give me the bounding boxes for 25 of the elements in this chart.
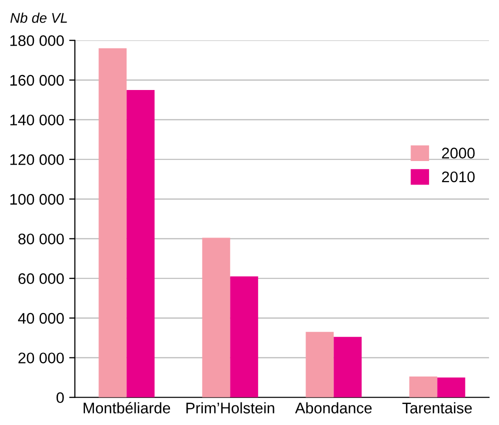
bar: [230, 276, 258, 398]
y-tick-label: 160 000: [10, 74, 64, 86]
y-tick-label: 80 000: [18, 234, 64, 244]
y-tick-label: 180 000: [10, 35, 64, 46]
x-tick-label: Tarentaise: [402, 402, 472, 414]
y-tick-label: 100 000: [10, 194, 64, 205]
x-tick-label: Montbéliarde: [84, 402, 170, 414]
bar: [334, 336, 362, 398]
legend-label: 2010: [442, 171, 475, 182]
x-tick-label: Prim’Holstein: [186, 402, 274, 414]
bar: [98, 48, 127, 398]
y-tick-label: 20 000: [18, 352, 64, 364]
y-tick-label: 0: [56, 392, 64, 404]
bar: [126, 90, 155, 398]
y-tick-label: 60 000: [18, 273, 64, 284]
y-tick-label: 120 000: [10, 154, 64, 166]
bar: [202, 238, 230, 398]
x-tick-label: Abondance: [295, 402, 372, 414]
y-tick-label: 140 000: [10, 114, 64, 126]
bar: [437, 378, 466, 398]
legend-label: 2000: [442, 148, 475, 158]
y-tick-label: 40 000: [18, 312, 64, 324]
bar: [409, 376, 438, 398]
bar: [306, 332, 334, 398]
y-axis-title: Nb de VL: [10, 12, 67, 23]
